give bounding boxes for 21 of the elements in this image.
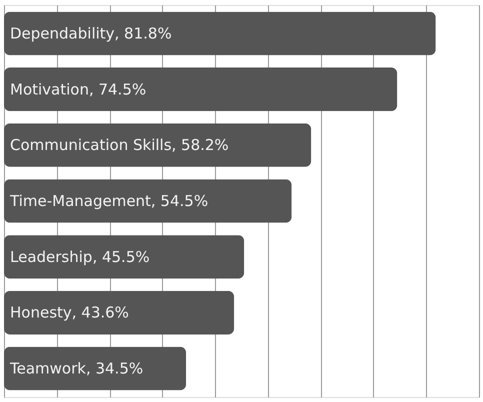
- data-label: , 43.6%: [72, 304, 129, 322]
- data-label: , 45.5%: [92, 248, 150, 266]
- bar: [4, 290, 234, 334]
- y-tick-label: Teamwork: [9, 360, 86, 378]
- data-label: , 54.5%: [150, 192, 208, 210]
- data-label: , 81.8%: [114, 24, 172, 42]
- bar: [4, 68, 398, 112]
- y-tick-label: Honesty: [10, 304, 72, 322]
- data-label: , 34.5%: [86, 360, 144, 378]
- y-tick-label: Dependability: [10, 24, 115, 42]
- bar: [4, 235, 244, 279]
- bar: [4, 123, 312, 167]
- y-tick-label: Time-Management: [9, 192, 152, 210]
- data-label: , 74.5%: [88, 80, 146, 98]
- bar: [4, 179, 292, 223]
- bar: [4, 12, 436, 56]
- y-tick-label: Leadership: [10, 248, 92, 266]
- data-label: , 58.2%: [171, 136, 229, 154]
- bar: [4, 346, 186, 390]
- y-tick-label: Motivation: [10, 80, 89, 98]
- y-tick-label: Communication Skills: [10, 136, 172, 154]
